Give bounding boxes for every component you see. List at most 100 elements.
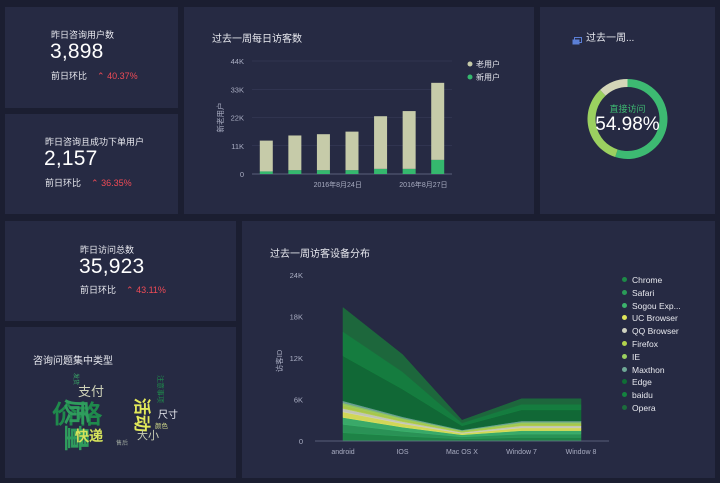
y-tick-label: 0 — [240, 170, 244, 179]
legend-label: 新用户 — [476, 72, 500, 82]
bar-new-users — [288, 170, 302, 174]
y-tick-label: 18K — [290, 313, 303, 322]
donut-center-label: 直接访问 — [609, 104, 646, 114]
legend-item[interactable]: Maxthon — [622, 365, 665, 375]
kpi-label: 昨日咨询用户数 — [51, 30, 115, 40]
x-tick-label: 2016年8月24日 — [314, 180, 362, 189]
area-chart: 0 6K 12K 18K 24K 访客ID android IOS Mac OS X Window… — [274, 271, 609, 456]
legend-dot — [622, 405, 627, 410]
x-tick-label: Mac OS X — [446, 449, 478, 456]
legend-dot — [622, 302, 627, 308]
legend-item[interactable]: QQ Browser — [622, 326, 679, 336]
legend-item[interactable]: Edge — [622, 377, 652, 387]
kpi-change-value: 43.11% — [136, 285, 166, 295]
y-axis-label: 新老用户 — [215, 103, 225, 133]
donut-chart — [587, 79, 668, 159]
y-tick-label: 22K — [231, 114, 244, 123]
word-kuaidi: 快递 — [75, 428, 103, 444]
bar-old-users — [316, 134, 330, 171]
bar-chart: 0 11K 22K 33K 44K 新老用户 2016年8月24日 2016年8月27日 老用户… — [215, 57, 500, 189]
legend-item[interactable]: Opera — [622, 403, 656, 413]
up-arrow-icon: ⌃ — [126, 285, 134, 295]
donut-slice — [600, 79, 628, 96]
legend-item[interactable]: Firefox — [622, 339, 658, 349]
x-tick-label: Window 8 — [566, 449, 597, 456]
bar-old-users — [374, 116, 388, 169]
legend-dot — [622, 315, 627, 321]
word-yanse: 颜色 — [155, 423, 168, 430]
legend-label: baidu — [632, 390, 653, 401]
bar-chart-panel: 过去一周每日访客数 0 11K 22K 33K 44K 新老用户 2016年8月24日 201… — [184, 7, 534, 214]
kpi-card-ordered-users: 昨日咨询且成功下单用户 2,157 前日环比 ⌃ 36.35% — [5, 114, 178, 214]
kpi-compare: 前日环比 ⌃ 43.11% — [80, 283, 166, 296]
bar-new-users — [402, 168, 416, 174]
donut-chart-panel: 过去一周... 直接访问 54.98% — [540, 7, 715, 214]
legend-dot — [622, 328, 627, 334]
legend-dot — [622, 353, 627, 359]
legend-label: 老用户 — [476, 59, 500, 69]
y-tick-label: 12K — [290, 354, 303, 363]
donut-center-value: 54.98% — [595, 114, 660, 135]
legend-item[interactable]: UC Browser — [622, 313, 678, 323]
word-jiage: 价格 — [52, 401, 103, 429]
word-chicun: 尺寸 — [158, 410, 178, 421]
y-tick-label: 0 — [299, 437, 303, 446]
kpi-compare: 前日环比 ⌃ 36.35% — [45, 176, 132, 189]
panel-title: 过去一周... — [586, 33, 635, 44]
kpi-compare-label: 前日环比 — [80, 285, 117, 295]
bar-old-users — [345, 131, 359, 171]
legend-dot — [467, 61, 473, 67]
bar-old-users — [402, 111, 416, 169]
kpi-card-total-visits: 昨日访问总数 35,923 前日环比 ⌃ 43.11% — [5, 221, 236, 321]
up-arrow-icon: ⌃ — [97, 71, 105, 81]
bar-new-users — [316, 170, 330, 174]
y-tick-label: 33K — [231, 85, 244, 94]
legend-item[interactable]: Chrome — [622, 275, 662, 285]
kpi-compare: 前日环比 ⌃ 40.37% — [51, 69, 138, 82]
word-shouhou: 售后 — [116, 441, 129, 447]
kpi-change: ⌃ 36.35% — [91, 178, 132, 188]
legend-item[interactable]: Safari — [622, 288, 654, 298]
legend-dot — [622, 392, 627, 398]
panel-title: 过去一周访客设备分布 — [270, 249, 370, 260]
kpi-compare-label: 前日环比 — [45, 178, 82, 188]
legend-item[interactable]: baidu — [622, 390, 653, 400]
legend-dot — [467, 74, 473, 80]
legend-label: Firefox — [632, 339, 658, 349]
legend-dot — [622, 289, 627, 295]
kpi-value: 35,923 — [79, 255, 145, 278]
legend-item[interactable]: Sogou Exp... — [622, 301, 681, 311]
legend-label: Safari — [632, 287, 655, 298]
area-series — [342, 306, 582, 424]
area-chart-panel: 过去一周访客设备分布 0 6K 12K 18K 24K 访客ID android IOS Mac… — [242, 221, 715, 478]
kpi-change-value: 40.37% — [107, 71, 138, 81]
panel-title: 咨询问题集中类型 — [33, 356, 113, 367]
legend-label: Maxthon — [632, 364, 665, 375]
y-tick-label: 11K — [231, 142, 244, 151]
legend-label: UC Browser — [632, 313, 678, 324]
legend-dot — [622, 366, 627, 372]
kpi-label: 昨日咨询且成功下单用户 — [45, 137, 145, 147]
legend-item[interactable]: IE — [622, 352, 640, 362]
legend-label: IE — [632, 351, 641, 362]
donut-slice — [587, 89, 618, 158]
bar-old-users — [288, 135, 302, 171]
kpi-compare-label: 前日环比 — [51, 71, 88, 81]
bar-new-users — [374, 168, 388, 174]
kpi-change: ⌃ 40.37% — [97, 71, 138, 81]
legend-label: Edge — [632, 377, 652, 388]
window-stack-icon — [572, 32, 582, 45]
bar-new-users — [345, 170, 359, 174]
x-tick-label: Window 7 — [506, 449, 537, 456]
bar-old-users — [431, 82, 445, 160]
legend-dot — [622, 379, 627, 385]
y-tick-label: 44K — [231, 57, 244, 66]
kpi-change: ⌃ 43.11% — [126, 285, 166, 295]
kpi-change-value: 36.35% — [101, 178, 132, 188]
donut-slice — [615, 79, 668, 159]
word-daxiao: 大小 — [137, 430, 159, 442]
bar-new-users — [431, 159, 445, 174]
legend-dot — [622, 341, 627, 346]
word-fahuo: 发货 — [72, 373, 78, 386]
bar-old-users — [259, 140, 273, 172]
